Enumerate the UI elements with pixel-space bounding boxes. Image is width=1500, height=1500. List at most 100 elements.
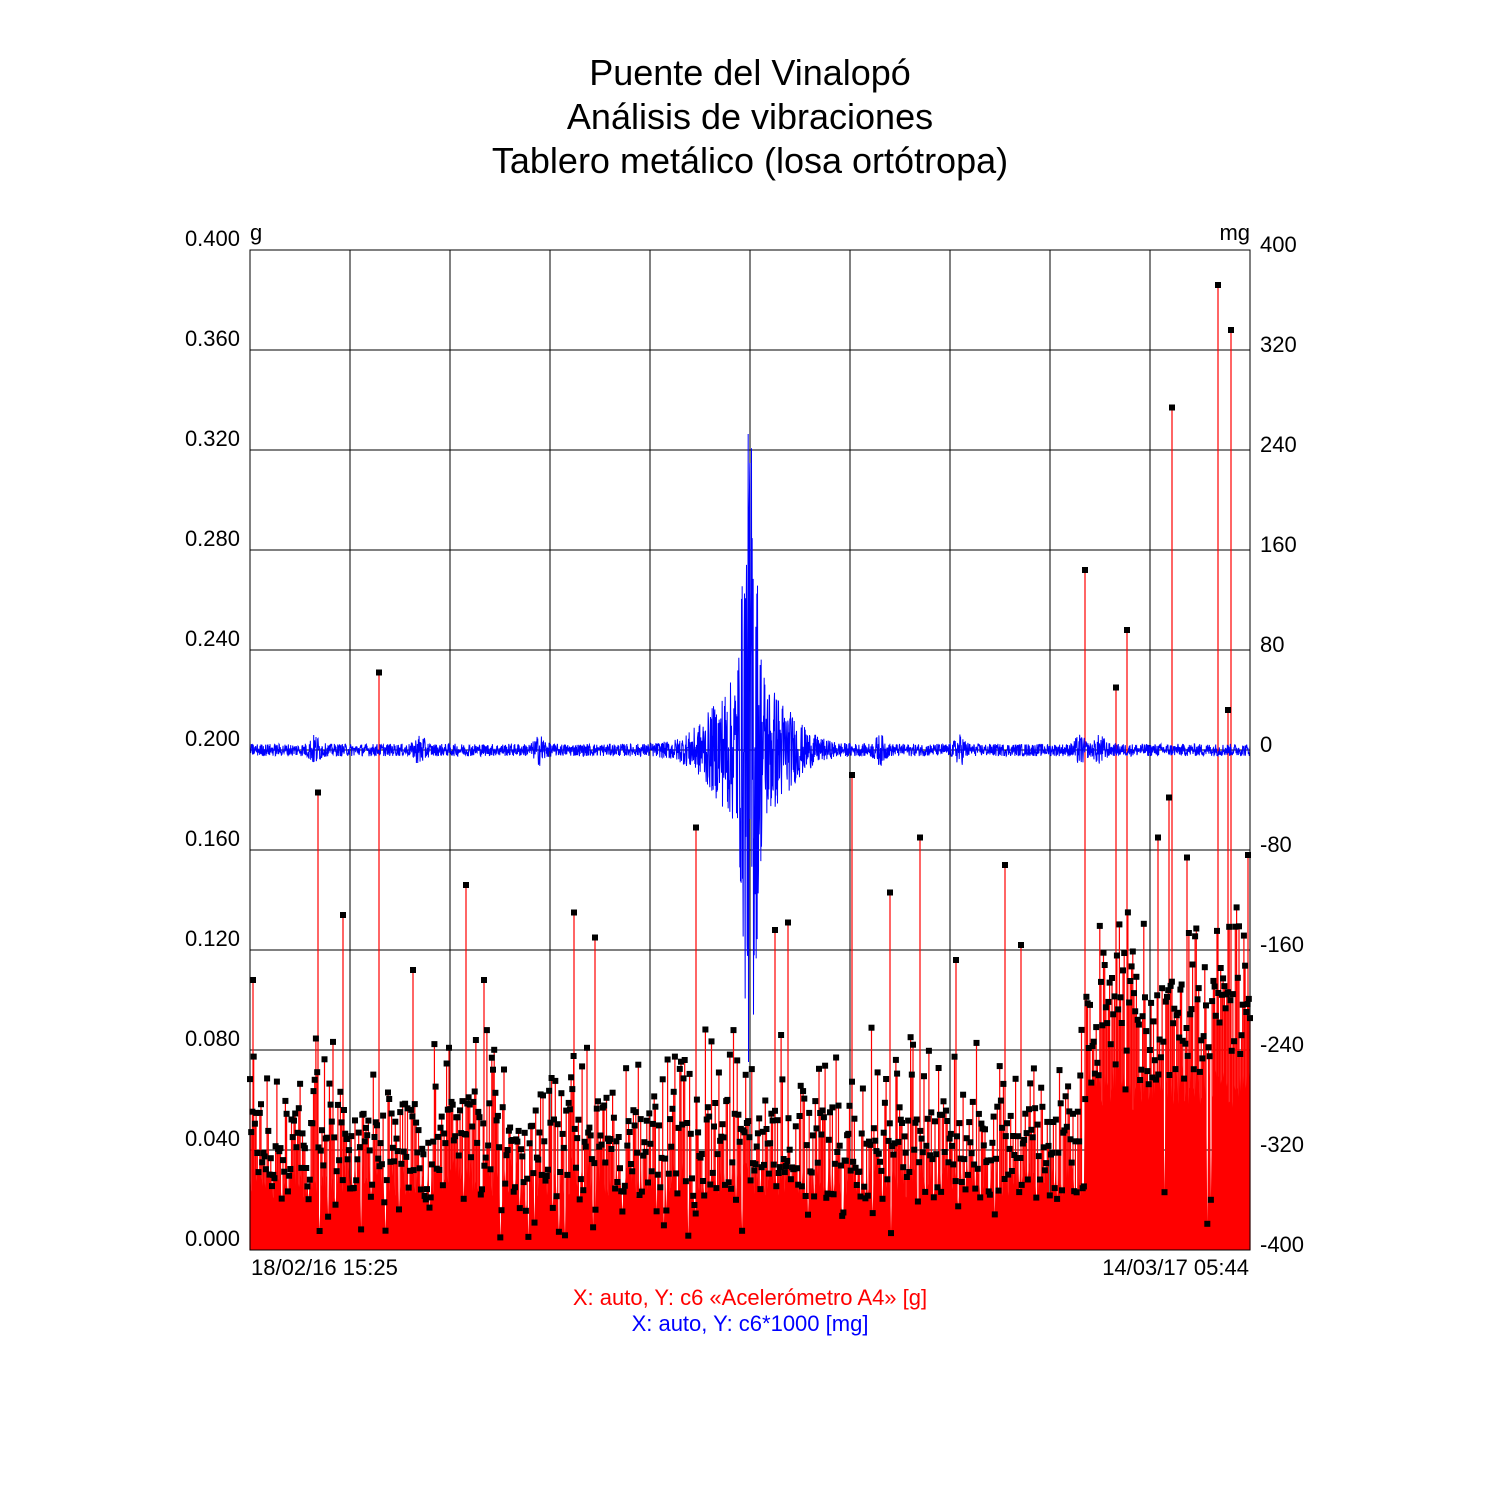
series-acelerometro-point [1218, 991, 1225, 998]
series-acelerometro-point [1168, 978, 1175, 985]
series-acelerometro-point [598, 1141, 605, 1148]
series-acelerometro-point [436, 1167, 443, 1173]
series-acelerometro-point [906, 1169, 913, 1175]
series-acelerometro-point [745, 1118, 752, 1125]
series-acelerometro-point [1030, 1065, 1037, 1072]
series-acelerometro-point [956, 1120, 963, 1127]
series-acelerometro-point [1193, 925, 1200, 932]
series-acelerometro-point [822, 1062, 829, 1069]
series-acelerometro-point [678, 1058, 684, 1065]
series-acelerometro-point [1222, 1005, 1229, 1012]
series-acelerometro-point [345, 1147, 352, 1154]
series-acelerometro-point [1132, 1008, 1139, 1015]
series-acelerometro-point [326, 1080, 333, 1087]
series-acelerometro-point [304, 1183, 311, 1190]
series-acelerometro-point [1159, 985, 1166, 992]
series-acelerometro-point [463, 882, 469, 888]
series-acelerometro-point [417, 1186, 424, 1193]
series-acelerometro-point [690, 1192, 697, 1199]
series-acelerometro-point [1018, 1181, 1025, 1188]
series-acelerometro-point [581, 1138, 588, 1145]
series-acelerometro-point [907, 1034, 914, 1041]
series-acelerometro-point [1065, 1083, 1072, 1090]
series-acelerometro-point [422, 1196, 429, 1203]
series-acelerometro-point [526, 1140, 533, 1147]
series-acelerometro-point [986, 1191, 993, 1198]
series-acelerometro-point [1023, 1130, 1030, 1137]
series-acelerometro-point [337, 1088, 344, 1095]
series-acelerometro-point [558, 1090, 565, 1097]
series-acelerometro-point [414, 1149, 421, 1156]
series-acelerometro-point [833, 1054, 840, 1061]
series-acelerometro-point [778, 1032, 785, 1038]
series-acelerometro-point [950, 1161, 957, 1168]
series-acelerometro-point [662, 1155, 669, 1162]
series-acelerometro-point [665, 1170, 672, 1177]
series-acelerometro-point [934, 1184, 941, 1191]
series-acelerometro-point [969, 1098, 976, 1105]
series-acelerometro-point [494, 1112, 501, 1119]
series-acelerometro-point [923, 1142, 930, 1149]
series-acelerometro-point [410, 1167, 417, 1174]
series-acelerometro-point [510, 1188, 517, 1195]
series-acelerometro-point [591, 1160, 598, 1167]
series-acelerometro-point [870, 1125, 877, 1132]
series-acelerometro-point [541, 1138, 548, 1145]
series-acelerometro-point [573, 1164, 579, 1171]
series-acelerometro-point [1215, 282, 1221, 288]
series-acelerometro-point [1089, 1043, 1096, 1049]
series-acelerometro-point [836, 1142, 843, 1149]
series-acelerometro-point [731, 1110, 738, 1117]
series-acelerometro-point [617, 1165, 623, 1172]
series-acelerometro-point [953, 957, 959, 963]
series-acelerometro-point [1088, 1079, 1095, 1086]
series-acelerometro-point [405, 1184, 412, 1191]
series-acelerometro-point [1019, 1140, 1026, 1147]
series-acelerometro-point [935, 1065, 942, 1071]
series-acelerometro-point [951, 1053, 958, 1060]
series-acelerometro-point [477, 1191, 484, 1198]
series-acelerometro-point [1128, 963, 1135, 970]
left-axis-tick-label: 0.040 [185, 1126, 240, 1151]
series-acelerometro-point [838, 1162, 844, 1169]
series-acelerometro-point [269, 1183, 275, 1190]
series-acelerometro-point [1072, 1138, 1079, 1145]
series-acelerometro-point [283, 1110, 290, 1117]
series-acelerometro-point [930, 1194, 937, 1201]
series-acelerometro-point [486, 1100, 493, 1107]
series-acelerometro-point [316, 1228, 323, 1234]
series-acelerometro-point [358, 1226, 365, 1233]
series-acelerometro-point [509, 1137, 516, 1143]
series-acelerometro-point [317, 1147, 324, 1154]
series-acelerometro-point [609, 1089, 616, 1096]
series-acelerometro-point [963, 1135, 970, 1142]
series-acelerometro-point [1228, 1047, 1235, 1054]
series-acelerometro-point [774, 1117, 781, 1124]
series-acelerometro-point [902, 1149, 909, 1156]
series-acelerometro-point [786, 1146, 793, 1153]
series-acelerometro-point [1063, 1123, 1070, 1130]
series-acelerometro-point [298, 1164, 305, 1171]
series-acelerometro-point [1170, 1020, 1177, 1027]
series-acelerometro-point [640, 1152, 647, 1159]
series-acelerometro-point [1105, 998, 1112, 1005]
series-acelerometro-point [1035, 1153, 1042, 1160]
series-acelerometro-point [955, 1203, 962, 1210]
series-acelerometro-point [438, 1113, 445, 1120]
series-acelerometro-point [1054, 1195, 1061, 1202]
series-acelerometro-point [1122, 1086, 1129, 1093]
right-axis-tick-label: -160 [1260, 932, 1304, 957]
series-acelerometro-point [999, 1124, 1006, 1131]
right-axis-tick-label: 320 [1260, 332, 1297, 357]
series-acelerometro-point [450, 1137, 457, 1144]
series-acelerometro-point [1024, 1176, 1031, 1183]
series-acelerometro-point [1217, 965, 1224, 971]
series-acelerometro-point [869, 1210, 876, 1217]
series-acelerometro-point [420, 1151, 427, 1158]
series-acelerometro-point [428, 1161, 435, 1168]
series-acelerometro-point [831, 1160, 838, 1167]
series-acelerometro-point [839, 1212, 846, 1219]
series-acelerometro-point [853, 1182, 860, 1188]
series-acelerometro-point [1139, 1013, 1146, 1020]
series-acelerometro-point [635, 1061, 642, 1068]
